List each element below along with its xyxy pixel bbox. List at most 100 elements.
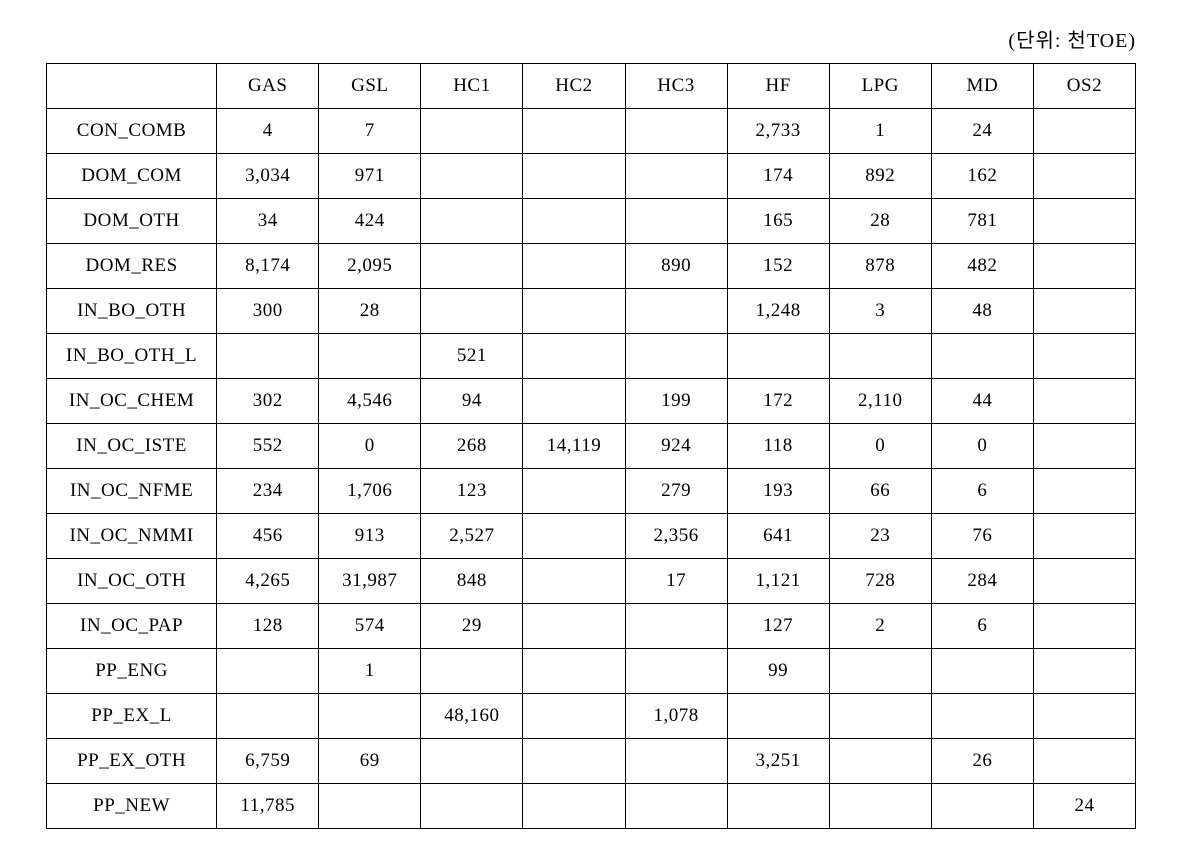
cell [523,469,625,514]
cell [217,649,319,694]
cell [319,334,421,379]
table-row: DOM_COM 3,034 971 174 892 162 [47,154,1136,199]
cell: 48 [931,289,1033,334]
cell: 234 [217,469,319,514]
cell [625,649,727,694]
cell: 6,759 [217,739,319,784]
cell [523,694,625,739]
cell: 482 [931,244,1033,289]
cell [727,334,829,379]
cell [1033,649,1135,694]
cell [727,694,829,739]
row-label: DOM_OTH [47,199,217,244]
cell: 284 [931,559,1033,604]
table-header: GAS GSL HC1 HC2 HC3 HF LPG MD OS2 [47,64,1136,109]
cell [1033,514,1135,559]
cell: 174 [727,154,829,199]
cell: 128 [217,604,319,649]
cell: 781 [931,199,1033,244]
cell: 2,110 [829,379,931,424]
table-row: IN_OC_NMMI 456 913 2,527 2,356 641 23 76 [47,514,1136,559]
row-label: IN_OC_CHEM [47,379,217,424]
row-label: IN_OC_PAP [47,604,217,649]
cell [523,604,625,649]
cell: 23 [829,514,931,559]
table-row: PP_EX_OTH 6,759 69 3,251 26 [47,739,1136,784]
cell: 913 [319,514,421,559]
cell: 1,248 [727,289,829,334]
cell [523,514,625,559]
cell [421,109,523,154]
cell [523,334,625,379]
cell: 4 [217,109,319,154]
cell [421,199,523,244]
cell [421,289,523,334]
cell: 28 [319,289,421,334]
cell [319,694,421,739]
cell [217,334,319,379]
cell: 4,546 [319,379,421,424]
row-label: IN_BO_OTH [47,289,217,334]
data-table: GAS GSL HC1 HC2 HC3 HF LPG MD OS2 CON_CO… [46,63,1136,829]
cell [931,649,1033,694]
table-row: IN_BO_OTH_L 521 [47,334,1136,379]
cell [1033,199,1135,244]
cell [829,784,931,829]
table-row: DOM_OTH 34 424 165 28 781 [47,199,1136,244]
cell [931,334,1033,379]
cell: 127 [727,604,829,649]
table-row: PP_EX_L 48,160 1,078 [47,694,1136,739]
cell: 2,527 [421,514,523,559]
cell: 31,987 [319,559,421,604]
cell [523,649,625,694]
cell: 302 [217,379,319,424]
cell [1033,559,1135,604]
cell: 8,174 [217,244,319,289]
col-header: HC1 [421,64,523,109]
cell: 424 [319,199,421,244]
row-label: IN_BO_OTH_L [47,334,217,379]
cell [421,739,523,784]
row-label: PP_EX_L [47,694,217,739]
cell: 152 [727,244,829,289]
row-label: PP_ENG [47,649,217,694]
cell: 76 [931,514,1033,559]
cell [625,334,727,379]
row-label: PP_NEW [47,784,217,829]
cell: 521 [421,334,523,379]
cell [625,739,727,784]
cell: 6 [931,604,1033,649]
cell [421,154,523,199]
cell [523,559,625,604]
cell: 924 [625,424,727,469]
cell [523,154,625,199]
cell: 0 [319,424,421,469]
cell [1033,379,1135,424]
cell: 48,160 [421,694,523,739]
cell: 848 [421,559,523,604]
cell [625,604,727,649]
cell: 14,119 [523,424,625,469]
table-row: IN_OC_ISTE 552 0 268 14,119 924 118 0 0 [47,424,1136,469]
cell: 456 [217,514,319,559]
cell: 24 [1033,784,1135,829]
cell: 165 [727,199,829,244]
cell: 172 [727,379,829,424]
cell [625,109,727,154]
table-body: CON_COMB 4 7 2,733 1 24 DOM_COM 3,034 97… [47,109,1136,829]
cell [625,154,727,199]
row-label: PP_EX_OTH [47,739,217,784]
table-row: IN_OC_NFME 234 1,706 123 279 193 66 6 [47,469,1136,514]
cell [1033,604,1135,649]
cell [523,289,625,334]
cell: 2 [829,604,931,649]
cell: 1,706 [319,469,421,514]
table-row: PP_ENG 1 99 [47,649,1136,694]
cell: 279 [625,469,727,514]
cell [523,739,625,784]
row-label: CON_COMB [47,109,217,154]
cell: 3,251 [727,739,829,784]
cell: 69 [319,739,421,784]
cell [829,334,931,379]
col-header: MD [931,64,1033,109]
